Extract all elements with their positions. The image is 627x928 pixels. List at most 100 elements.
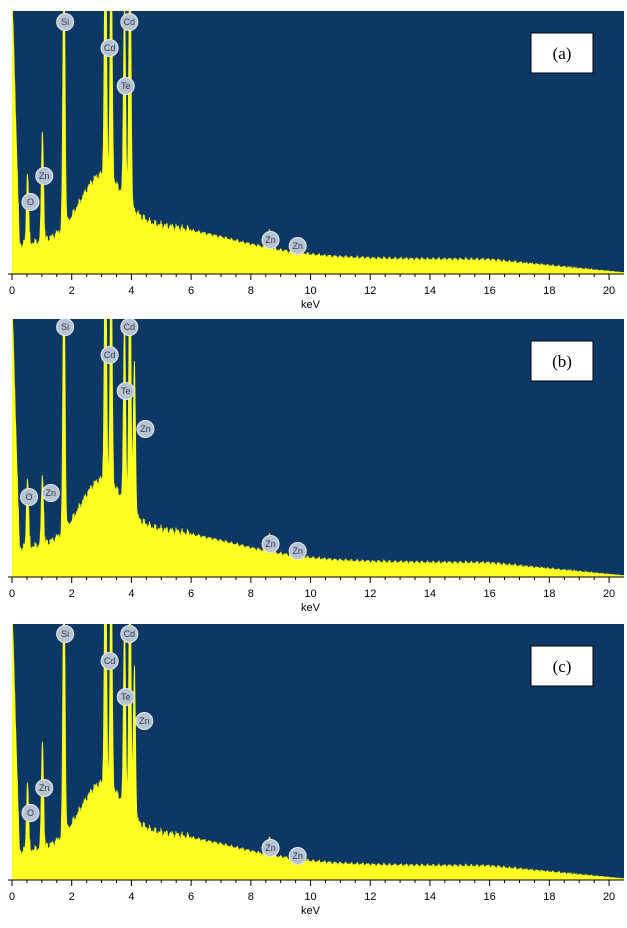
x-tick-label: 0 [9, 588, 15, 600]
x-tick-label: 20 [603, 588, 615, 600]
eds-panel-a: O Zn Si Cd Cd Te Zn Zn (a) 0 2 4 6 8 10 12 14 16 18 20 keV [0, 0, 627, 316]
peak-marker-zn: Zn [36, 168, 53, 185]
eds-spectrum-chart: O Zn Si Cd Cd Te Zn Zn Zn (c) 0 2 4 6 8 10 12 14 16 18 20 keV [0, 618, 627, 928]
x-tick-label: 6 [188, 891, 194, 903]
peak-marker-si: Si [57, 626, 74, 643]
peak-label: O [27, 197, 34, 207]
x-tick-label: 18 [543, 588, 555, 600]
x-tick-label: 16 [484, 285, 496, 297]
peak-label: Si [61, 629, 69, 639]
x-tick-label: 0 [9, 891, 15, 903]
peak-marker-cd: Cd [101, 40, 118, 57]
peak-marker-zn: Zn [289, 238, 306, 255]
panel-label-text: (b) [552, 352, 572, 371]
peak-label: Si [61, 322, 69, 332]
x-tick-label: 10 [304, 891, 316, 903]
eds-spectrum-chart: O Zn Si Cd Cd Te Zn Zn (a) 0 2 4 6 8 10 12 14 16 18 20 keV [0, 0, 627, 316]
x-axis-title: keV [301, 602, 321, 614]
peak-marker-zn: Zn [136, 713, 153, 730]
x-tick-label: 10 [304, 588, 316, 600]
x-tick-label: 12 [364, 891, 376, 903]
peak-label: Cd [124, 17, 136, 27]
x-tick-label: 12 [364, 285, 376, 297]
peak-marker-si: Si [57, 319, 74, 336]
x-tick-label: 2 [69, 891, 75, 903]
x-axis-title: keV [301, 905, 321, 917]
peak-label: Cd [124, 322, 136, 332]
x-tick-label: 10 [304, 285, 316, 297]
peak-marker-o: O [21, 489, 38, 506]
x-tick-label: 6 [188, 588, 194, 600]
x-tick-label: 14 [424, 891, 436, 903]
panel-label-text: (a) [553, 44, 572, 63]
peak-label: Zn [39, 171, 50, 181]
eds-panel-b: O Zn Si Cd Cd Te Zn Zn Zn (b) 0 2 4 6 8 10 12 14 16 18 20 keV [0, 310, 627, 626]
peak-marker-cd: Cd [101, 653, 118, 670]
panel-label: (c) [531, 646, 593, 686]
x-tick-label: 2 [69, 285, 75, 297]
peak-marker-o: O [22, 805, 39, 822]
peak-marker-si: Si [57, 14, 74, 31]
x-tick-label: 4 [128, 285, 134, 297]
x-tick-label: 2 [69, 588, 75, 600]
x-tick-label: 16 [484, 588, 496, 600]
x-tick-label: 20 [603, 891, 615, 903]
eds-panel-c: O Zn Si Cd Cd Te Zn Zn Zn (c) 0 2 4 6 8 10 12 14 16 18 20 keV [0, 618, 627, 928]
peak-label: Zn [265, 235, 276, 245]
peak-marker-cd: Cd [121, 626, 138, 643]
peak-label: Cd [104, 656, 116, 666]
peak-label: Zn [265, 539, 276, 549]
peak-label: Cd [104, 350, 116, 360]
peak-label: Zn [292, 241, 303, 251]
x-tick-label: 4 [128, 588, 134, 600]
x-tick-label: 8 [248, 285, 254, 297]
peak-label: Zn [139, 716, 150, 726]
peak-marker-o: O [22, 194, 39, 211]
eds-spectrum-chart: O Zn Si Cd Cd Te Zn Zn Zn (b) 0 2 4 6 8 10 12 14 16 18 20 keV [0, 310, 627, 626]
peak-label: O [27, 808, 34, 818]
x-tick-label: 6 [188, 285, 194, 297]
peak-marker-zn: Zn [137, 421, 154, 438]
peak-marker-cd: Cd [101, 347, 118, 364]
x-tick-label: 8 [248, 891, 254, 903]
x-tick-label: 20 [603, 285, 615, 297]
x-tick-label: 4 [128, 891, 134, 903]
peak-marker-zn: Zn [262, 232, 279, 249]
peak-label: Zn [39, 783, 50, 793]
panel-label: (b) [531, 341, 593, 381]
peak-marker-cd: Cd [121, 14, 138, 31]
peak-marker-zn: Zn [36, 780, 53, 797]
peak-label: Te [121, 81, 131, 91]
peak-label: Zn [292, 546, 303, 556]
panel-label-text: (c) [553, 657, 572, 676]
peak-label: Te [121, 692, 131, 702]
peak-marker-te: Te [117, 78, 134, 95]
peak-marker-zn: Zn [289, 543, 306, 560]
x-tick-label: 14 [424, 285, 436, 297]
x-tick-label: 18 [543, 891, 555, 903]
x-tick-label: 16 [484, 891, 496, 903]
peak-label: Cd [104, 43, 116, 53]
peak-label: Zn [292, 851, 303, 861]
peak-label: Zn [46, 488, 57, 498]
panel-label: (a) [531, 33, 593, 73]
peak-marker-zn: Zn [289, 848, 306, 865]
peak-label: Zn [265, 843, 276, 853]
peak-marker-cd: Cd [121, 319, 138, 336]
peak-label: Zn [140, 424, 151, 434]
peak-marker-zn: Zn [262, 840, 279, 857]
x-tick-label: 18 [543, 285, 555, 297]
peak-marker-te: Te [117, 383, 134, 400]
peak-marker-zn: Zn [262, 536, 279, 553]
peak-label: Si [61, 17, 69, 27]
x-tick-label: 12 [364, 588, 376, 600]
x-tick-label: 14 [424, 588, 436, 600]
peak-marker-zn: Zn [42, 485, 59, 502]
x-tick-label: 0 [9, 285, 15, 297]
x-tick-label: 8 [248, 588, 254, 600]
peak-label: Cd [124, 629, 136, 639]
peak-label: Te [121, 386, 131, 396]
peak-label: O [26, 492, 33, 502]
peak-marker-te: Te [117, 689, 134, 706]
